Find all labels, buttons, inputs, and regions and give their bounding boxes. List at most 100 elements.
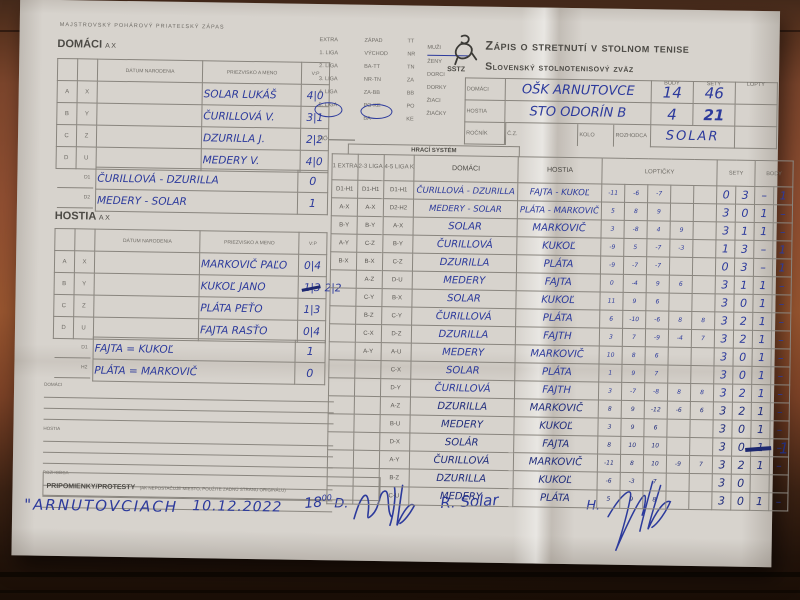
ball-score: 6 <box>645 346 669 366</box>
hostia-body-value: 4 <box>650 102 694 126</box>
ball-score: 8 <box>597 436 621 455</box>
doubles-result: 1 <box>297 192 328 215</box>
point-score: 1 <box>751 366 772 385</box>
ball-score: -3 <box>620 472 644 491</box>
set-score: 2 <box>732 384 752 403</box>
hostia-row-label: HOSTIA <box>464 99 506 123</box>
row-letter: C <box>53 294 75 317</box>
set-score: 0 <box>731 474 751 493</box>
player-vp: 0|4 <box>298 254 327 277</box>
system-code: B-U <box>379 414 411 434</box>
signature1-scribble <box>353 484 416 527</box>
point-score: 1 <box>752 294 773 313</box>
sstz-logo <box>454 34 478 66</box>
system-code <box>327 467 354 487</box>
point-score: 1 <box>773 186 793 206</box>
system-code: B-Z <box>379 468 410 488</box>
system-code <box>329 323 356 343</box>
league-option: ŽIACI <box>426 97 441 104</box>
ball-score <box>665 491 690 510</box>
set-score: 3 <box>713 383 733 403</box>
place-handwritten: "ARNUTOVCIACH <box>24 495 179 516</box>
ball-score: 8 <box>667 383 691 402</box>
row-letter: C <box>56 124 77 147</box>
set-score: 3 <box>734 240 755 259</box>
system-code <box>328 395 355 415</box>
players-col-header: PRIEZVISKO A MENO <box>202 60 302 85</box>
hostia-player: MARKOVIČ <box>514 398 599 419</box>
hostia-lopty-value <box>734 104 778 127</box>
ball-score: 9 <box>622 292 647 311</box>
system-code: A-Y <box>355 342 382 361</box>
league-option: 1. LIGA <box>319 50 339 57</box>
system-code: C-U <box>378 486 410 506</box>
ball-score: 7 <box>644 364 668 384</box>
set-score: 3 <box>714 311 734 331</box>
ball-score: 7 <box>643 472 667 492</box>
domaci-player: SOLÁR <box>409 433 514 453</box>
domaci-player: MEDERY <box>411 343 516 363</box>
league-option: TT <box>407 38 415 45</box>
hostia-player: FAJTA <box>513 434 598 454</box>
system-code: B-X <box>356 252 383 271</box>
system-code <box>353 414 381 433</box>
system-code <box>327 431 354 451</box>
mo-label: MŐ <box>318 136 356 143</box>
lopty-col-header: LOPTY <box>746 81 765 89</box>
system-code: C-X <box>355 324 382 343</box>
point-score: – <box>753 240 774 259</box>
point-score: – <box>770 366 791 386</box>
ball-score: 6 <box>669 275 693 294</box>
code-col3-header: 4-5 LIGA KRAJ OKRES <box>383 154 415 182</box>
point-score: 1 <box>750 456 770 475</box>
domaci-player: MEDERY <box>412 271 517 291</box>
doubles-result: 0 <box>297 170 329 193</box>
domaci-player: SOLAR <box>410 361 516 381</box>
ball-score <box>689 437 713 456</box>
ball-score <box>690 365 715 384</box>
ball-score: 8 <box>690 383 714 402</box>
system-code: B-X <box>381 288 413 308</box>
ball-score: -9 <box>600 256 624 275</box>
ball-score <box>692 257 716 276</box>
ball-score: 11 <box>599 292 624 311</box>
point-score: – <box>771 294 792 314</box>
corner <box>77 58 98 82</box>
ball-score <box>689 419 714 438</box>
point-score: 1 <box>753 276 773 295</box>
hostia-player: FAJTH <box>515 326 600 347</box>
league-option: ŽIAČKY <box>426 110 447 118</box>
hostia-player: FAJTH <box>514 380 599 401</box>
ball-score: 3 <box>597 418 622 437</box>
doubles-pair: MEDERY - SOLAR <box>95 189 298 215</box>
system-code: C-Y <box>381 306 412 326</box>
point-score: 1 <box>752 330 772 349</box>
point-score: 1 <box>752 348 772 367</box>
hostia-player: PLÁTA <box>515 308 600 329</box>
set-score: 2 <box>731 456 751 475</box>
ball-score: 9 <box>646 274 670 294</box>
ball-score <box>689 473 713 492</box>
point-score: 1 <box>772 240 793 260</box>
hostia-sub: A X <box>98 214 110 222</box>
row-letter: D <box>56 146 77 169</box>
ball-score: -11 <box>601 184 625 203</box>
hostia-section-label: HOSTIA A X <box>54 209 110 223</box>
system-code: A-U <box>381 342 412 362</box>
point-score: – <box>773 204 793 224</box>
ball-score: 10 <box>643 436 667 456</box>
ball-score: -7 <box>646 238 670 258</box>
doubles-code: H2 <box>54 357 91 379</box>
corner <box>57 58 78 81</box>
point-score <box>750 474 770 493</box>
system-code: D1-H1 <box>357 180 384 199</box>
player-name: MARKOVIČ PAĽO <box>199 252 299 277</box>
ball-score: -7 <box>623 256 647 275</box>
set-score: 1 <box>715 239 736 259</box>
system-code: A-X <box>383 216 414 236</box>
doubles-result: 0 <box>294 362 325 385</box>
hostia-player: PLÁTA <box>512 488 598 508</box>
domaci-player: ČURILLOVÁ <box>409 451 514 471</box>
point-score: 1 <box>772 258 792 278</box>
set-score: 3 <box>713 365 734 385</box>
